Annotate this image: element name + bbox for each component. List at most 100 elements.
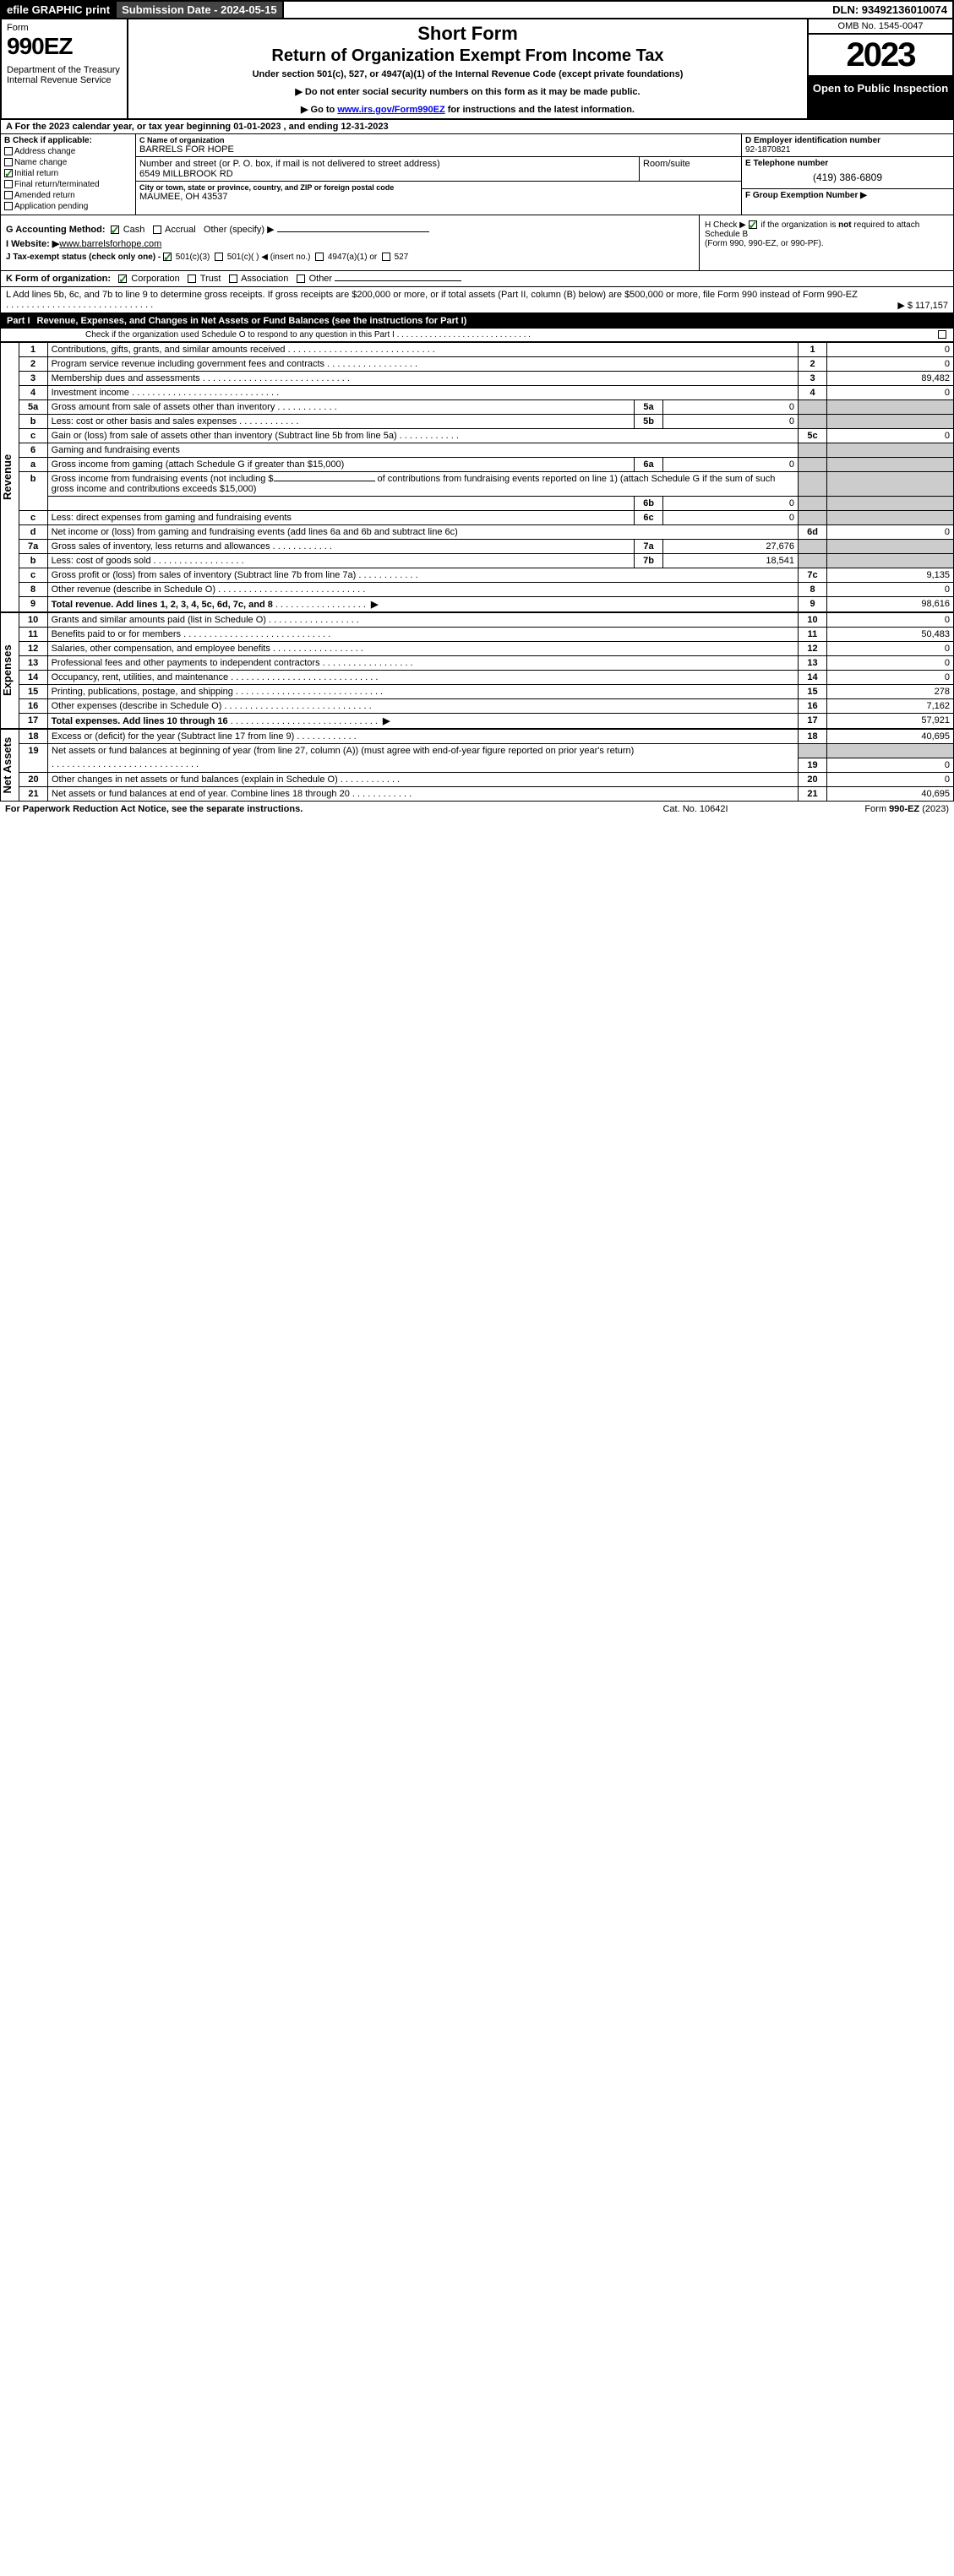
line-6b: bGross income from fundraising events (n…	[19, 472, 953, 497]
chk-501c3[interactable]	[163, 253, 172, 261]
h-not: not	[838, 220, 852, 230]
revenue-side-label: Revenue	[0, 342, 19, 612]
accrual-label: Accrual	[165, 225, 196, 235]
room-label: Room/suite	[643, 159, 738, 169]
line-19: 19Net assets or fund balances at beginni…	[19, 744, 954, 758]
line-19-num: 19	[19, 744, 48, 773]
under-section-text: Under section 501(c), 527, or 4947(a)(1)…	[135, 69, 800, 79]
line-20-refnum: 20	[799, 772, 827, 786]
line-5a-shade2	[827, 400, 954, 415]
line-5b-num: b	[19, 415, 47, 429]
line-6d-num: d	[19, 525, 47, 540]
city-cell: City or town, state or province, country…	[136, 182, 741, 215]
line-5b-desc: Less: cost or other basis and sales expe…	[52, 416, 237, 427]
chk-application-pending[interactable]: Application pending	[4, 202, 132, 211]
line-10-desc: Grants and similar amounts paid (list in…	[52, 615, 266, 625]
line-6-shade2	[827, 443, 954, 458]
net-assets-side-label: Net Assets	[0, 729, 19, 802]
header-left: Form 990EZ Department of the Treasury In…	[2, 19, 128, 118]
line-7a-shade1	[799, 540, 827, 554]
chk-trust[interactable]	[188, 274, 196, 283]
chk-501c[interactable]	[215, 253, 223, 261]
line-5c-num: c	[19, 429, 47, 443]
footer-right-bold: 990-EZ	[889, 804, 919, 814]
chk-amended-return[interactable]: Amended return	[4, 191, 132, 200]
part1-sub: Check if the organization used Schedule …	[0, 329, 954, 342]
line-19-desc: Net assets or fund balances at beginning…	[48, 744, 799, 758]
line-13-value: 0	[827, 656, 954, 671]
4947-label: 4947(a)(1) or	[328, 253, 377, 262]
header-right: OMB No. 1545-0047 2023 Open to Public In…	[809, 19, 952, 118]
line-5b-shade2	[827, 415, 954, 429]
chk-association[interactable]	[229, 274, 237, 283]
line-4-refnum: 4	[799, 386, 827, 400]
line-21-num: 21	[19, 786, 48, 801]
city-value: MAUMEE, OH 43537	[139, 192, 738, 202]
chk-4947[interactable]	[315, 253, 324, 261]
chk-schedule-o[interactable]	[938, 330, 946, 339]
line-2-num: 2	[19, 357, 47, 372]
column-h: H Check ▶ if the organization is not req…	[700, 215, 953, 270]
other-specify-input[interactable]	[277, 231, 429, 232]
header-center: Short Form Return of Organization Exempt…	[128, 19, 809, 118]
part1-num: Part I	[7, 316, 37, 326]
line-7a-subvalue: 27,676	[663, 540, 799, 554]
chk-not-required[interactable]	[749, 220, 757, 229]
dept-label: Department of the Treasury Internal Reve…	[7, 65, 122, 85]
chk-other-org[interactable]	[297, 274, 305, 283]
line-14-num: 14	[19, 671, 47, 685]
line-12-refnum: 12	[799, 642, 827, 656]
website-value[interactable]: www.barrelsforhope.com	[59, 239, 161, 249]
line-2-desc: Program service revenue including govern…	[52, 359, 324, 369]
chk-name-change[interactable]: Name change	[4, 158, 132, 167]
line-14-refnum: 14	[799, 671, 827, 685]
line-15: 15Printing, publications, postage, and s…	[19, 685, 953, 699]
chk-corporation[interactable]	[118, 274, 127, 283]
line-19-shade1	[799, 744, 827, 758]
form-header: Form 990EZ Department of the Treasury In…	[0, 19, 954, 120]
part1-title: Revenue, Expenses, and Changes in Net As…	[37, 316, 947, 326]
line-13: 13Professional fees and other payments t…	[19, 656, 953, 671]
line-9-refnum: 9	[799, 597, 827, 612]
chk-initial-return-label: Initial return	[14, 169, 58, 178]
line-6a-subvalue: 0	[663, 458, 799, 472]
line-6d-value: 0	[827, 525, 954, 540]
line-7b-shade2	[827, 554, 954, 568]
other-org-label: Other	[309, 274, 333, 284]
line-6a-desc: Gross income from gaming (attach Schedul…	[52, 459, 345, 470]
city-label: City or town, state or province, country…	[139, 183, 738, 192]
chk-527[interactable]	[382, 253, 390, 261]
chk-application-pending-label: Application pending	[14, 202, 88, 211]
line-6d-refnum: 6d	[799, 525, 827, 540]
chk-final-return[interactable]: Final return/terminated	[4, 180, 132, 189]
line-17-num: 17	[19, 714, 47, 729]
line-11-num: 11	[19, 628, 47, 642]
l-dots	[6, 300, 153, 310]
street-cell: Number and street (or P. O. box, if mail…	[136, 157, 640, 181]
irs-link[interactable]: www.irs.gov/Form990EZ	[337, 105, 444, 115]
line-6b-shade2	[827, 472, 954, 497]
line-6b-shade4	[827, 497, 954, 511]
short-form-title: Short Form	[135, 23, 800, 45]
chk-accrual[interactable]	[153, 226, 161, 234]
line-2: 2 Program service revenue including gover…	[19, 357, 953, 372]
line-14: 14Occupancy, rent, utilities, and mainte…	[19, 671, 953, 685]
efile-label[interactable]: efile GRAPHIC print	[2, 2, 117, 18]
other-org-input[interactable]	[335, 280, 461, 281]
website-label: I Website: ▶	[6, 239, 59, 249]
line-5c-desc: Gain or (loss) from sale of assets other…	[52, 431, 397, 441]
line-13-num: 13	[19, 656, 47, 671]
line-21: 21Net assets or fund balances at end of …	[19, 786, 954, 801]
line-5a-shade1	[799, 400, 827, 415]
part1-header: Part I Revenue, Expenses, and Changes in…	[0, 313, 954, 329]
line-20: 20Other changes in net assets or fund ba…	[19, 772, 954, 786]
chk-address-change[interactable]: Address change	[4, 147, 132, 156]
row-l: L Add lines 5b, 6c, and 7b to line 9 to …	[0, 287, 954, 313]
line-17-refnum: 17	[799, 714, 827, 729]
chk-cash[interactable]	[111, 226, 119, 234]
chk-initial-return[interactable]: Initial return	[4, 169, 132, 178]
section-gh: G Accounting Method: Cash Accrual Other …	[0, 215, 954, 271]
j-label: J Tax-exempt status (check only one) -	[6, 253, 163, 262]
column-b: B Check if applicable: Address change Na…	[1, 134, 136, 215]
line-10-value: 0	[827, 613, 954, 628]
